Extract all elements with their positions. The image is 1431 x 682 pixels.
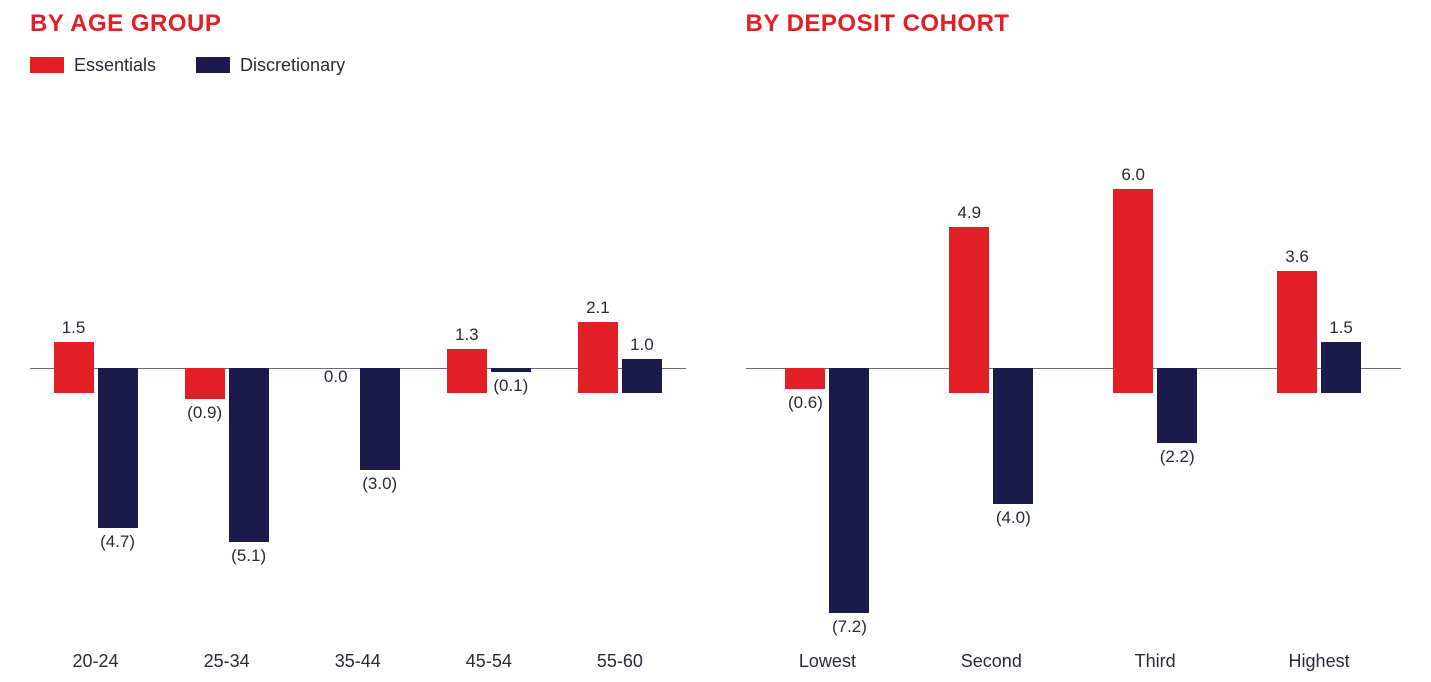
bar-value-label: 1.0 — [630, 335, 654, 355]
bar-column: (0.1) — [491, 138, 531, 643]
chart-panel-1: BY DEPOSIT COHORT (0.6) (7.2) 4.9 (4.0) 6.0 (2… — [746, 10, 1402, 672]
chart-title: BY AGE GROUP — [30, 10, 686, 38]
bar-value-label: (7.2) — [832, 617, 867, 637]
charts-container: BY AGE GROUP Essentials Discretionary 1.5 (4… — [30, 10, 1401, 672]
bar-column: (3.0) — [360, 138, 400, 643]
bar-pair: 6.0 (2.2) — [1113, 138, 1197, 643]
bar — [829, 368, 869, 613]
bar — [1113, 189, 1153, 393]
bar-column: 1.3 — [447, 138, 487, 643]
bar — [360, 368, 400, 470]
bar-group: (0.9) (5.1) — [161, 138, 292, 643]
bar-column: (7.2) — [829, 138, 869, 643]
bar-groups: 1.5 (4.7) (0.9) (5.1) 0.0 (3.0) 1.3 (0.1) 2.1 1.0 — [30, 138, 686, 643]
bar-column: 2.1 — [578, 138, 618, 643]
bar-column: 4.9 — [949, 138, 989, 643]
category-label: 45-54 — [423, 651, 554, 672]
bar — [1277, 271, 1317, 393]
bar — [1321, 342, 1361, 393]
bar-column: 1.5 — [54, 138, 94, 643]
category-labels: 20-2425-3435-4445-5455-60 — [30, 651, 686, 672]
bar-column: (4.7) — [98, 138, 138, 643]
bar-column: (4.0) — [993, 138, 1033, 643]
bar-group: 2.1 1.0 — [554, 138, 685, 643]
bar-value-label: (0.1) — [493, 376, 528, 396]
bar — [491, 368, 531, 371]
bar — [229, 368, 269, 541]
plot-area: 1.5 (4.7) (0.9) (5.1) 0.0 (3.0) 1.3 (0.1) 2.1 1.0 — [30, 138, 686, 643]
bar-group: (0.6) (7.2) — [746, 138, 910, 643]
bar-value-label: 1.3 — [455, 325, 479, 345]
legend-swatch — [196, 57, 230, 73]
bar-value-label: 6.0 — [1121, 165, 1145, 185]
category-label: 20-24 — [30, 651, 161, 672]
bar-group: 1.5 (4.7) — [30, 138, 161, 643]
bar-pair: 3.6 1.5 — [1277, 138, 1361, 643]
bar-value-label: 2.1 — [586, 298, 610, 318]
bar — [622, 359, 662, 393]
category-labels: LowestSecondThirdHighest — [746, 651, 1402, 672]
bar-value-label: 1.5 — [62, 318, 86, 338]
bar-column: 1.0 — [622, 138, 662, 643]
bar-column: (0.6) — [785, 138, 825, 643]
chart-panel-0: BY AGE GROUP Essentials Discretionary 1.5 (4… — [30, 10, 686, 672]
bar-value-label: 4.9 — [957, 203, 981, 223]
bar — [54, 342, 94, 393]
bar-column: 3.6 — [1277, 138, 1317, 643]
bar-group: 6.0 (2.2) — [1073, 138, 1237, 643]
bar — [785, 368, 825, 388]
category-label: Lowest — [746, 651, 910, 672]
legend: Essentials Discretionary — [30, 52, 686, 78]
bar — [949, 227, 989, 394]
bar-group: 4.9 (4.0) — [909, 138, 1073, 643]
bar — [993, 368, 1033, 504]
bar-pair: 4.9 (4.0) — [949, 138, 1033, 643]
legend — [746, 52, 1402, 78]
bar-group: 1.3 (0.1) — [423, 138, 554, 643]
bar — [98, 368, 138, 528]
legend-swatch — [30, 57, 64, 73]
legend-label: Essentials — [74, 55, 156, 76]
legend-item: Essentials — [30, 55, 156, 76]
bar-column: 0.0 — [316, 138, 356, 643]
bar-column: (2.2) — [1157, 138, 1197, 643]
bar-pair: 1.5 (4.7) — [54, 138, 138, 643]
category-label: 55-60 — [554, 651, 685, 672]
bar — [1157, 368, 1197, 443]
bar — [447, 349, 487, 393]
legend-item: Discretionary — [196, 55, 345, 76]
category-label: 25-34 — [161, 651, 292, 672]
bar-value-label: (4.0) — [996, 508, 1031, 528]
bar-value-label: (0.6) — [788, 393, 823, 413]
bar-value-label: 1.5 — [1329, 318, 1353, 338]
bar-pair: 2.1 1.0 — [578, 138, 662, 643]
bar-pair: (0.6) (7.2) — [785, 138, 869, 643]
bar-pair: 0.0 (3.0) — [316, 138, 400, 643]
bar-value-label: 0.0 — [324, 367, 348, 387]
bar — [578, 322, 618, 393]
bar — [185, 368, 225, 399]
category-label: 35-44 — [292, 651, 423, 672]
bar-pair: 1.3 (0.1) — [447, 138, 531, 643]
bar-group: 3.6 1.5 — [1237, 138, 1401, 643]
bar-value-label: (4.7) — [100, 532, 135, 552]
bar-column: (5.1) — [229, 138, 269, 643]
bar-pair: (0.9) (5.1) — [185, 138, 269, 643]
bar-value-label: (0.9) — [187, 403, 222, 423]
bar-groups: (0.6) (7.2) 4.9 (4.0) 6.0 (2.2) 3.6 1.5 — [746, 138, 1402, 643]
bar-column: (0.9) — [185, 138, 225, 643]
legend-label: Discretionary — [240, 55, 345, 76]
bar-group: 0.0 (3.0) — [292, 138, 423, 643]
bar-column: 1.5 — [1321, 138, 1361, 643]
bar-value-label: (3.0) — [362, 474, 397, 494]
bar-value-label: (2.2) — [1160, 447, 1195, 467]
bar-column: 6.0 — [1113, 138, 1153, 643]
bar-value-label: 3.6 — [1285, 247, 1309, 267]
plot-area: (0.6) (7.2) 4.9 (4.0) 6.0 (2.2) 3.6 1.5 — [746, 138, 1402, 643]
bar-value-label: (5.1) — [231, 546, 266, 566]
category-label: Highest — [1237, 651, 1401, 672]
chart-title: BY DEPOSIT COHORT — [746, 10, 1402, 38]
category-label: Second — [909, 651, 1073, 672]
category-label: Third — [1073, 651, 1237, 672]
